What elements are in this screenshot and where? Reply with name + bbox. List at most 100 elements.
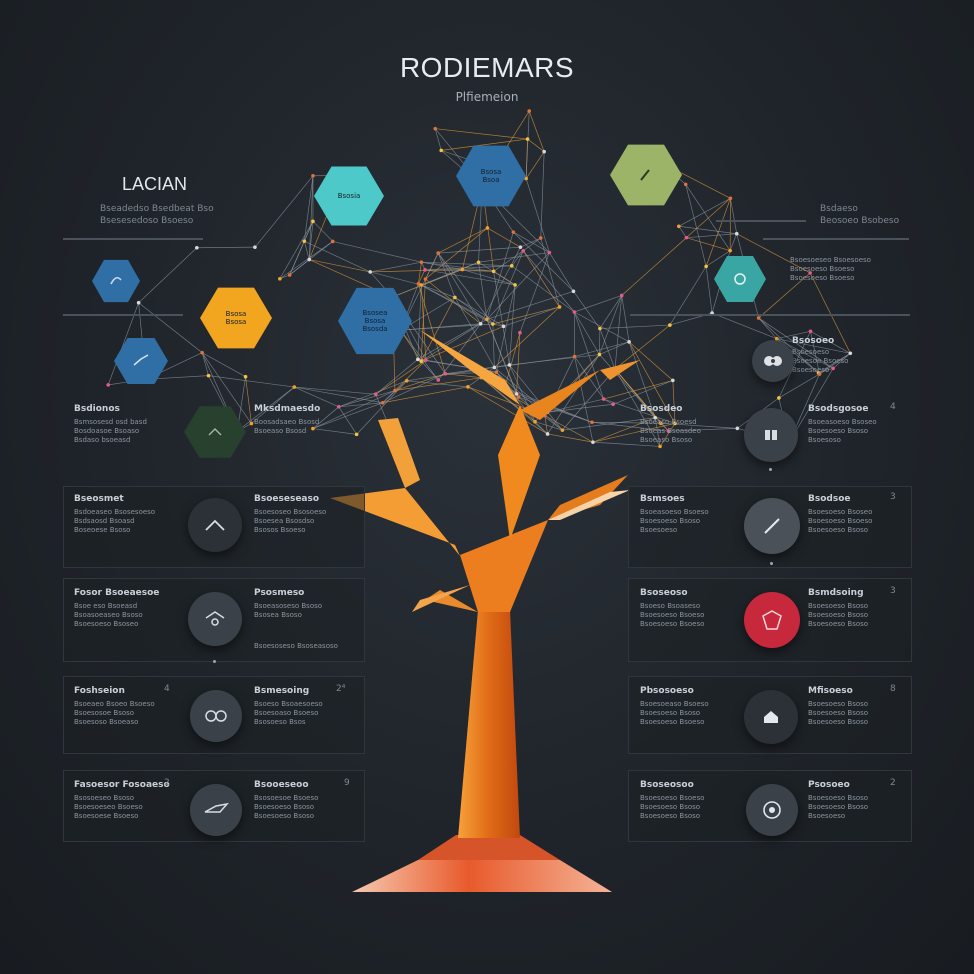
network-link	[503, 306, 560, 327]
network-link	[289, 259, 310, 276]
network-link	[417, 284, 422, 360]
network-link	[394, 377, 482, 391]
network-link	[418, 283, 456, 298]
network-link	[614, 368, 669, 432]
network-link	[338, 402, 383, 408]
network-link	[544, 415, 594, 443]
network-link	[599, 328, 616, 370]
network-link	[528, 110, 545, 152]
network-node	[673, 421, 677, 426]
network-node	[518, 245, 523, 249]
network-link	[312, 406, 339, 429]
network-link	[809, 272, 851, 354]
panel-heading: Bsdionos	[74, 404, 120, 414]
network-link	[421, 261, 494, 272]
network-link	[437, 323, 481, 381]
network-link	[304, 240, 371, 273]
network-link	[613, 380, 673, 405]
network-link	[441, 138, 528, 151]
network-node	[501, 324, 506, 329]
network-node	[774, 336, 779, 341]
network-link	[478, 261, 516, 286]
panel-heading: Fosor Bsoeaesoe	[74, 588, 160, 598]
panel-text: Bsosoeseo Bsoso Bsoesoeseo Bsoeso Bsoeso…	[74, 794, 143, 820]
network-link	[445, 373, 482, 379]
network-link	[574, 356, 594, 443]
network-node	[507, 363, 512, 367]
panel-text: Bsoesoeso Bsoso Bsoesoeso Bsoso Bsoesoes…	[808, 700, 869, 726]
network-node	[106, 383, 111, 387]
network-node	[518, 330, 522, 335]
network-node	[404, 378, 409, 383]
panel-text: Bsoeasoeso Bsoseo Bsoesoeso Bsoso Bsoeso…	[808, 418, 877, 444]
network-node	[249, 421, 254, 426]
divider	[630, 314, 910, 316]
network-link	[574, 311, 630, 343]
link-icon	[110, 276, 122, 285]
panel-text: Bsoesoeso Bsoso Bsoesoeso Bsoso Bsoesoes…	[808, 602, 869, 628]
panel-text: Bsoeasoeso Bsoeso Bsoesoeso Bsoso Bsoeso…	[640, 508, 709, 534]
network-link	[375, 359, 427, 395]
network-link	[394, 359, 427, 391]
network-link	[421, 284, 488, 320]
network-node	[292, 385, 297, 389]
network-link	[654, 417, 661, 447]
network-link	[486, 252, 550, 320]
network-node	[485, 226, 490, 230]
panel-text: Bsosoesoe Bsoeso Bsoesoeso Bsoso Bsoesoe…	[254, 794, 319, 820]
network-node	[311, 173, 315, 178]
network-node	[571, 289, 576, 294]
network-link	[251, 386, 295, 424]
panel-badge	[744, 498, 800, 554]
network-link	[418, 283, 446, 374]
hex-node-6: Bsosea Bsosa Bsosda	[338, 287, 412, 355]
network-link	[237, 386, 295, 432]
network-link	[509, 364, 563, 431]
network-link	[591, 421, 669, 432]
network-link	[520, 237, 541, 248]
panel-number: 9	[344, 778, 350, 788]
network-node	[336, 405, 341, 409]
network-link	[294, 386, 376, 395]
panel-text: Bsoesoseo Bsosoeso Bsoesea Bsosdso Bsoso…	[254, 508, 327, 534]
target-icon	[763, 801, 781, 819]
network-node	[393, 388, 397, 393]
network-node	[433, 126, 438, 131]
network-link	[599, 341, 630, 355]
network-link	[375, 394, 388, 424]
panel-title: Bsodsgosoe	[808, 404, 869, 414]
network-link	[420, 284, 427, 361]
network-node	[808, 329, 813, 334]
network-link	[621, 237, 687, 296]
network-link	[420, 323, 481, 362]
network-node	[590, 420, 594, 425]
network-link	[705, 266, 713, 314]
panel-title: Bsooeseoo	[254, 780, 309, 790]
network-node	[253, 245, 257, 249]
network-link	[486, 319, 517, 395]
network-node	[311, 426, 315, 431]
network-node	[525, 137, 530, 141]
network-link	[686, 233, 737, 239]
network-link	[614, 324, 671, 370]
network-node	[419, 283, 424, 287]
network-link	[370, 261, 422, 273]
network-link	[729, 233, 738, 251]
network-link	[758, 272, 811, 319]
network-node	[597, 352, 602, 357]
network-link	[778, 331, 811, 399]
network-link	[509, 354, 600, 366]
network-link	[418, 269, 426, 284]
network-link	[382, 390, 396, 404]
panel-number: 3	[890, 492, 896, 502]
network-link	[338, 390, 396, 408]
network-link	[592, 417, 656, 443]
network-link	[549, 252, 574, 292]
panel-text: Bsdoeaseo Bsosesoeso Bsdsaosd Bsoasd Bos…	[74, 508, 156, 534]
network-link	[438, 227, 488, 254]
network-link	[138, 247, 198, 303]
bars-icon	[765, 430, 777, 440]
network-link	[492, 323, 504, 327]
network-node	[453, 295, 457, 300]
panel-title: Bsmesoing	[254, 686, 310, 696]
